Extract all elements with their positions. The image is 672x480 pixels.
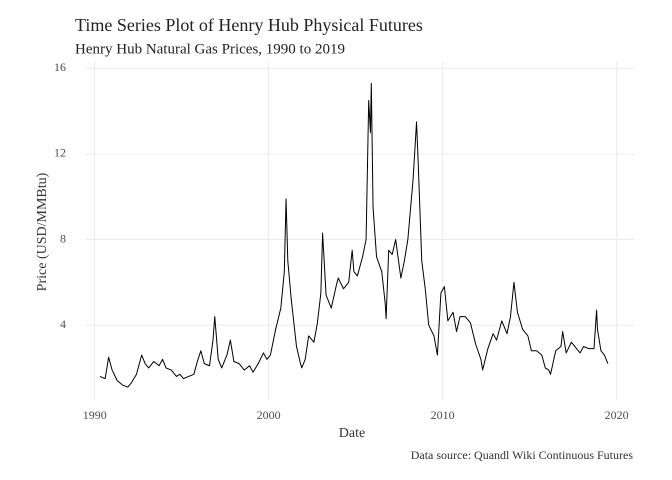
y-tick-label: 16 <box>54 60 66 74</box>
caption: Data source: Quandl Wiki Continuous Futu… <box>411 448 634 462</box>
price-line <box>99 82 609 388</box>
x-tick-label: 2020 <box>605 408 629 422</box>
x-tick-label: 1990 <box>83 408 107 422</box>
x-axis-label: Date <box>339 426 365 441</box>
x-tick-label: 2000 <box>257 408 281 422</box>
y-axis-label: Price (USD/MMBtu) <box>35 172 50 291</box>
chart-subtitle: Henry Hub Natural Gas Prices, 1990 to 20… <box>75 41 345 57</box>
y-tick-label: 8 <box>60 231 66 245</box>
y-tick-label: 12 <box>54 146 66 160</box>
y-tick-label: 4 <box>60 317 66 331</box>
chart-title: Time Series Plot of Henry Hub Physical F… <box>75 15 423 35</box>
x-tick-label: 2010 <box>431 408 455 422</box>
